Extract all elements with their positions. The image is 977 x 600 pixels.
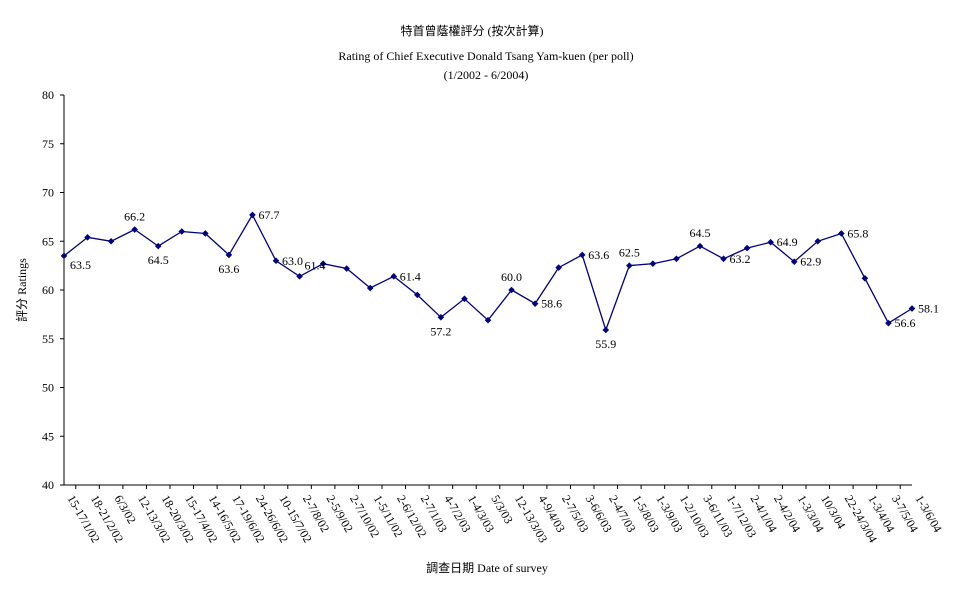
data-label: 56.6: [894, 316, 915, 330]
series-line: [63, 213, 913, 333]
data-point-marker: [649, 260, 657, 267]
data-point-marker: [60, 252, 68, 260]
data-label: 66.2: [124, 210, 145, 224]
data-point-marker: [414, 291, 421, 299]
data-label: 55.9: [595, 337, 616, 351]
x-tick-group: 15-17/1/0218-21/2/026/3/0212-13/3/0218-2…: [64, 485, 945, 545]
data-point-marker: [578, 251, 586, 259]
data-point-marker: [249, 211, 256, 219]
data-point-marker: [366, 284, 374, 292]
y-tick-label: 65: [42, 234, 54, 248]
data-point-marker: [131, 226, 138, 233]
data-point-marker: [767, 238, 774, 246]
data-point-marker: [790, 258, 798, 266]
y-tick-label: 80: [42, 88, 54, 102]
chart-subtitle: Rating of Chief Executive Donald Tsang Y…: [338, 49, 633, 63]
data-point-marker: [861, 275, 869, 282]
data-label: 63.6: [588, 248, 609, 262]
data-point-marker: [437, 314, 445, 321]
data-point-marker: [508, 286, 515, 294]
data-point-marker: [272, 257, 280, 265]
data-label: 57.2: [430, 324, 451, 338]
data-label: 58.6: [541, 297, 562, 311]
data-label: 64.5: [690, 226, 711, 240]
data-point-marker: [908, 305, 916, 312]
data-label: 63.5: [70, 258, 91, 272]
data-label: 65.8: [847, 226, 868, 240]
data-point-marker: [484, 316, 492, 324]
data-point-marker: [390, 273, 398, 280]
data-label: 63.6: [218, 262, 239, 276]
data-label: 62.5: [619, 246, 640, 260]
chart-date-range: (1/2002 - 6/2004): [444, 68, 529, 82]
x-axis-title: 調查日期 Date of survey: [426, 561, 548, 575]
data-point-marker: [838, 230, 845, 237]
y-tick-group: 40 45 50 55 60 65 70 75 80: [42, 88, 64, 492]
y-tick-label: 60: [42, 283, 54, 297]
data-point-marker: [696, 242, 704, 250]
data-label: 67.7: [258, 208, 279, 222]
data-label-group: 63.566.264.563.667.763.0 61.461.457.260.0…: [70, 208, 939, 351]
data-label: 64.5: [148, 253, 169, 267]
data-label: 63.2: [730, 252, 751, 266]
data-point-marker: [720, 255, 727, 263]
data-point-marker: [154, 242, 162, 250]
y-axis-title: 評分 Ratings: [14, 258, 29, 322]
data-point-marker: [178, 228, 186, 235]
data-label: 62.9: [800, 255, 821, 269]
y-tick-label: 70: [42, 186, 54, 200]
y-tick-label: 45: [42, 429, 54, 443]
data-point-marker: [225, 251, 233, 259]
data-label: 60.0: [501, 270, 522, 284]
y-tick-label: 75: [42, 137, 54, 151]
data-point-marker: [202, 230, 209, 237]
y-tick-label: 40: [42, 478, 54, 492]
data-label: 64.9: [777, 235, 798, 249]
data-point-marker: [107, 237, 115, 245]
data-point-marker: [555, 264, 562, 271]
data-point-marker: [319, 260, 327, 267]
data-label: 58.1: [918, 302, 939, 316]
data-point-marker: [84, 234, 91, 241]
data-label: 63.0: [282, 254, 303, 268]
data-point-marker: [743, 244, 751, 252]
series-group: [60, 211, 916, 334]
data-point-marker: [296, 273, 303, 280]
data-label: 61.4: [305, 258, 326, 272]
data-point-marker: [885, 319, 892, 327]
data-point-marker: [461, 295, 468, 303]
data-point-marker: [531, 300, 539, 307]
data-point-marker: [343, 265, 350, 272]
data-point-marker: [673, 255, 680, 263]
chart-title: 特首曾蔭權評分 (按次計算): [401, 23, 544, 38]
y-tick-label: 50: [42, 381, 54, 395]
data-point-marker: [814, 237, 822, 245]
y-tick-label: 55: [42, 332, 54, 346]
data-point-marker: [626, 262, 633, 269]
data-point-marker: [602, 326, 610, 334]
data-label: 61.4: [400, 269, 421, 283]
